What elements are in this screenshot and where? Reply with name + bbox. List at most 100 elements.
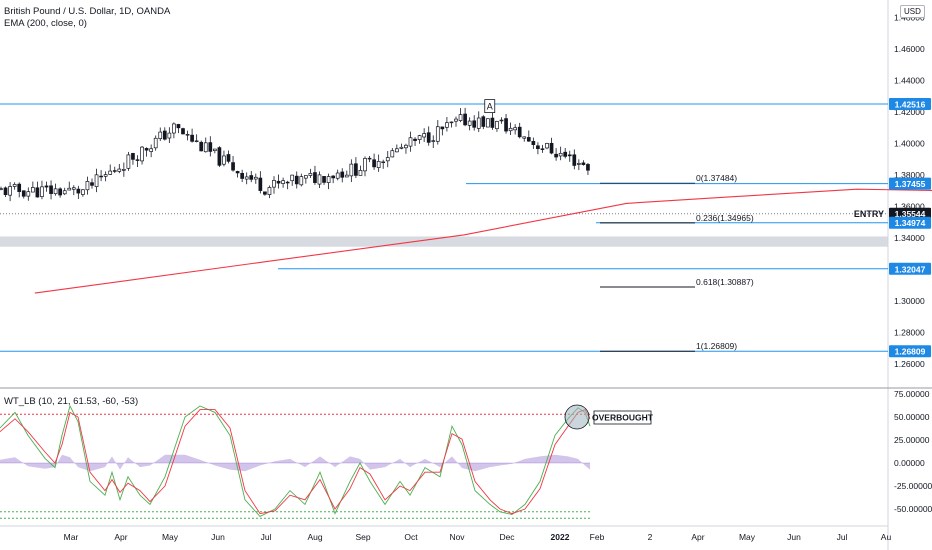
candle-body bbox=[158, 131, 163, 139]
candle bbox=[536, 142, 540, 155]
candle bbox=[417, 134, 422, 144]
candle bbox=[481, 115, 486, 130]
candle-body bbox=[44, 185, 49, 188]
candle-body bbox=[440, 126, 445, 130]
candle bbox=[144, 147, 149, 157]
candle bbox=[304, 175, 308, 184]
candle bbox=[290, 174, 295, 186]
candle bbox=[253, 173, 258, 184]
price-tick-label: 1.42000 bbox=[894, 107, 925, 117]
candle bbox=[149, 144, 153, 158]
candle bbox=[231, 155, 235, 172]
candle bbox=[17, 182, 22, 198]
candle-body bbox=[376, 161, 381, 168]
candle-body bbox=[540, 148, 545, 150]
candle-body bbox=[381, 161, 386, 164]
candle bbox=[40, 180, 44, 200]
time-tick-label: Apr bbox=[114, 532, 127, 542]
candle bbox=[44, 181, 49, 192]
time-tick-label: Mar bbox=[64, 532, 79, 542]
candle bbox=[203, 137, 208, 153]
candle-body bbox=[322, 176, 326, 183]
candle bbox=[363, 156, 367, 177]
candle-body bbox=[563, 151, 568, 157]
time-tick-label: Jul bbox=[837, 532, 848, 542]
candle-body bbox=[276, 180, 281, 184]
candles-group bbox=[0, 107, 590, 202]
candle-body bbox=[21, 190, 26, 197]
candle bbox=[313, 165, 317, 185]
candle bbox=[567, 150, 572, 162]
candle-body bbox=[326, 176, 331, 183]
time-tick-label: Jun bbox=[211, 532, 225, 542]
wave-label-A: A bbox=[487, 102, 493, 112]
candle bbox=[335, 169, 340, 181]
candle bbox=[576, 159, 581, 171]
candle-body bbox=[131, 153, 135, 160]
candle-body bbox=[121, 169, 126, 171]
candle bbox=[399, 143, 404, 150]
candle-body bbox=[576, 163, 581, 165]
ema-legend: EMA (200, close, 0) bbox=[4, 18, 87, 29]
currency-button[interactable]: USD bbox=[900, 5, 925, 18]
candle-body bbox=[490, 117, 495, 128]
time-tick-label: Feb bbox=[590, 532, 605, 542]
price-badge-1 bbox=[889, 177, 931, 190]
candle-body bbox=[249, 175, 254, 180]
candle-body bbox=[417, 135, 422, 140]
candle-body bbox=[331, 175, 335, 179]
time-tick-label: Aug bbox=[307, 532, 322, 542]
support-zone bbox=[0, 236, 888, 247]
candle-body bbox=[313, 172, 317, 183]
candle bbox=[267, 185, 272, 199]
candle-body bbox=[231, 162, 235, 171]
wt2-line bbox=[0, 409, 591, 515]
price-tick-label: 1.28000 bbox=[894, 327, 925, 337]
candle-body bbox=[522, 136, 527, 139]
candle-body bbox=[199, 141, 204, 152]
candle-body bbox=[435, 126, 440, 142]
candle bbox=[331, 175, 335, 184]
candle bbox=[381, 159, 386, 169]
candle-body bbox=[385, 157, 390, 162]
candle-body bbox=[486, 118, 490, 128]
candle bbox=[158, 127, 163, 142]
candle-body bbox=[458, 114, 463, 121]
candle-body bbox=[372, 159, 376, 168]
candle bbox=[58, 187, 63, 198]
candle-body bbox=[426, 132, 431, 143]
candle-body bbox=[558, 152, 563, 157]
candle bbox=[49, 180, 53, 200]
candle-body bbox=[35, 187, 40, 198]
candle-body bbox=[413, 138, 417, 141]
candle-body bbox=[185, 134, 190, 136]
candle-body bbox=[367, 157, 372, 160]
candle-body bbox=[390, 150, 395, 158]
candle-body bbox=[508, 127, 513, 132]
candle-body bbox=[404, 144, 408, 149]
price-badge-0 bbox=[889, 98, 931, 110]
candle-body bbox=[3, 187, 8, 196]
candle bbox=[172, 122, 176, 139]
candle-body bbox=[449, 121, 454, 124]
candle bbox=[517, 122, 522, 139]
candle bbox=[194, 134, 199, 143]
candle-body bbox=[517, 126, 522, 138]
candle-body bbox=[12, 184, 17, 187]
price-badge-4 bbox=[889, 262, 931, 275]
candle bbox=[395, 144, 399, 153]
candle bbox=[540, 144, 545, 153]
candle bbox=[390, 147, 395, 158]
candle bbox=[222, 150, 226, 167]
price-tick-label: 1.40000 bbox=[894, 139, 925, 149]
time-tick-label: Apr bbox=[691, 532, 704, 542]
candle bbox=[140, 146, 144, 165]
candle bbox=[53, 183, 58, 196]
candle bbox=[299, 173, 304, 187]
candle bbox=[558, 146, 563, 161]
candle bbox=[404, 143, 408, 154]
candle-body bbox=[454, 118, 458, 122]
candle bbox=[176, 123, 181, 134]
time-tick-label: Dec bbox=[499, 532, 515, 542]
